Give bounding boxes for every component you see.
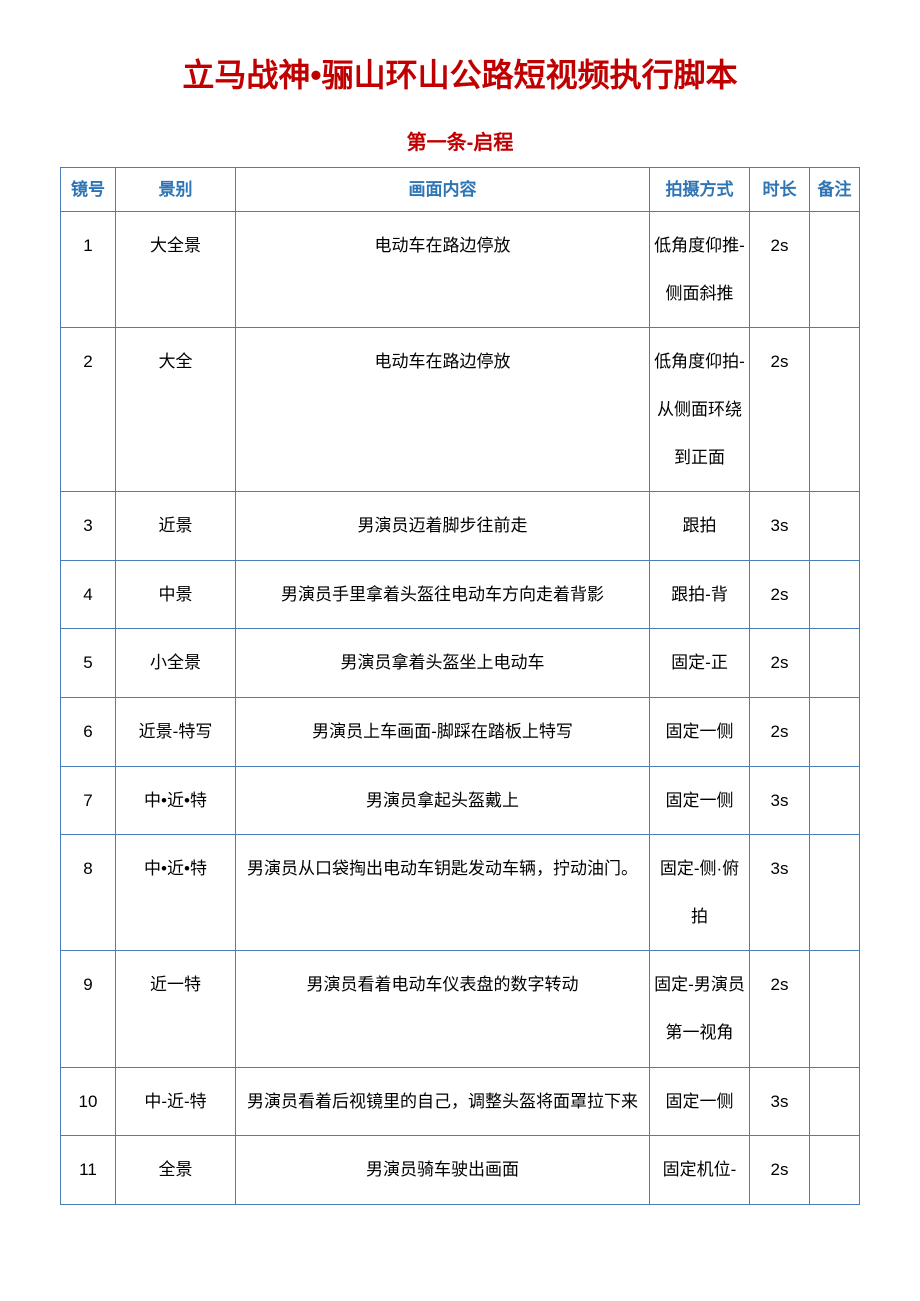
cell-duration: 2s — [750, 1136, 810, 1205]
cell-num: 4 — [61, 560, 116, 629]
cell-method: 固定-正 — [650, 629, 750, 698]
cell-duration: 3s — [750, 766, 810, 835]
cell-method: 固定-侧·俯拍 — [650, 835, 750, 951]
cell-method: 固定一侧 — [650, 697, 750, 766]
table-row: 6 近景-特写 男演员上车画面-脚踩在踏板上特写 固定一侧 2s — [61, 697, 860, 766]
table-row: 1 大全景 电动车在路边停放 低角度仰推-侧面斜推 2s — [61, 212, 860, 328]
cell-note — [810, 629, 860, 698]
cell-note — [810, 1067, 860, 1136]
cell-method: 低角度仰拍-从侧面环绕到正面 — [650, 328, 750, 492]
table-row: 4 中景 男演员手里拿着头盔往电动车方向走着背影 跟拍-背 2s — [61, 560, 860, 629]
cell-content: 电动车在路边停放 — [236, 212, 650, 328]
cell-shot: 大全景 — [116, 212, 236, 328]
table-row: 10 中-近-特 男演员看着后视镜里的自己，调整头盔将面罩拉下来 固定一侧 3s — [61, 1067, 860, 1136]
cell-duration: 2s — [750, 328, 810, 492]
table-header-row: 镜号 景别 画面内容 拍摄方式 时长 备注 — [61, 168, 860, 212]
cell-content: 男演员拿着头盔坐上电动车 — [236, 629, 650, 698]
cell-shot: 中-近-特 — [116, 1067, 236, 1136]
cell-duration: 3s — [750, 1067, 810, 1136]
cell-duration: 2s — [750, 951, 810, 1067]
cell-content: 男演员从口袋掏出电动车钥匙发动车辆，拧动油门。 — [236, 835, 650, 951]
cell-duration: 2s — [750, 629, 810, 698]
cell-content: 电动车在路边停放 — [236, 328, 650, 492]
table-body: 1 大全景 电动车在路边停放 低角度仰推-侧面斜推 2s 2 大全 电动车在路边… — [61, 212, 860, 1205]
cell-num: 9 — [61, 951, 116, 1067]
cell-note — [810, 1136, 860, 1205]
cell-num: 7 — [61, 766, 116, 835]
col-header-content: 画面内容 — [236, 168, 650, 212]
cell-note — [810, 212, 860, 328]
section-subtitle: 第一条-启程 — [60, 126, 860, 155]
cell-num: 11 — [61, 1136, 116, 1205]
cell-content: 男演员骑车驶出画面 — [236, 1136, 650, 1205]
cell-duration: 2s — [750, 697, 810, 766]
cell-note — [810, 492, 860, 561]
cell-shot: 近一特 — [116, 951, 236, 1067]
cell-content: 男演员迈着脚步往前走 — [236, 492, 650, 561]
cell-shot: 近景-特写 — [116, 697, 236, 766]
cell-note — [810, 835, 860, 951]
table-row: 9 近一特 男演员看着电动车仪表盘的数字转动 固定-男演员第一视角 2s — [61, 951, 860, 1067]
cell-content: 男演员看着后视镜里的自己，调整头盔将面罩拉下来 — [236, 1067, 650, 1136]
col-header-duration: 时长 — [750, 168, 810, 212]
cell-method: 固定-男演员第一视角 — [650, 951, 750, 1067]
cell-shot: 小全景 — [116, 629, 236, 698]
cell-content: 男演员手里拿着头盔往电动车方向走着背影 — [236, 560, 650, 629]
cell-note — [810, 766, 860, 835]
table-row: 11 全景 男演员骑车驶出画面 固定机位- 2s — [61, 1136, 860, 1205]
cell-num: 1 — [61, 212, 116, 328]
cell-method: 固定机位- — [650, 1136, 750, 1205]
cell-content: 男演员看着电动车仪表盘的数字转动 — [236, 951, 650, 1067]
cell-shot: 中•近•特 — [116, 835, 236, 951]
table-row: 3 近景 男演员迈着脚步往前走 跟拍 3s — [61, 492, 860, 561]
cell-method: 低角度仰推-侧面斜推 — [650, 212, 750, 328]
page-title: 立马战神•骊山环山公路短视频执行脚本 — [60, 50, 860, 96]
col-header-num: 镜号 — [61, 168, 116, 212]
cell-num: 3 — [61, 492, 116, 561]
cell-note — [810, 951, 860, 1067]
table-row: 8 中•近•特 男演员从口袋掏出电动车钥匙发动车辆，拧动油门。 固定-侧·俯拍 … — [61, 835, 860, 951]
cell-num: 2 — [61, 328, 116, 492]
cell-duration: 3s — [750, 835, 810, 951]
cell-shot: 大全 — [116, 328, 236, 492]
cell-duration: 3s — [750, 492, 810, 561]
cell-shot: 中•近•特 — [116, 766, 236, 835]
cell-note — [810, 697, 860, 766]
cell-shot: 中景 — [116, 560, 236, 629]
table-row: 2 大全 电动车在路边停放 低角度仰拍-从侧面环绕到正面 2s — [61, 328, 860, 492]
cell-method: 固定一侧 — [650, 1067, 750, 1136]
cell-num: 10 — [61, 1067, 116, 1136]
cell-shot: 全景 — [116, 1136, 236, 1205]
cell-num: 6 — [61, 697, 116, 766]
cell-note — [810, 328, 860, 492]
cell-method: 固定一侧 — [650, 766, 750, 835]
col-header-shot: 景别 — [116, 168, 236, 212]
cell-num: 5 — [61, 629, 116, 698]
table-row: 5 小全景 男演员拿着头盔坐上电动车 固定-正 2s — [61, 629, 860, 698]
cell-content: 男演员拿起头盔戴上 — [236, 766, 650, 835]
cell-duration: 2s — [750, 560, 810, 629]
cell-duration: 2s — [750, 212, 810, 328]
script-table: 镜号 景别 画面内容 拍摄方式 时长 备注 1 大全景 电动车在路边停放 低角度… — [60, 167, 860, 1205]
cell-content: 男演员上车画面-脚踩在踏板上特写 — [236, 697, 650, 766]
cell-shot: 近景 — [116, 492, 236, 561]
table-row: 7 中•近•特 男演员拿起头盔戴上 固定一侧 3s — [61, 766, 860, 835]
col-header-method: 拍摄方式 — [650, 168, 750, 212]
cell-method: 跟拍 — [650, 492, 750, 561]
col-header-note: 备注 — [810, 168, 860, 212]
cell-method: 跟拍-背 — [650, 560, 750, 629]
cell-note — [810, 560, 860, 629]
cell-num: 8 — [61, 835, 116, 951]
